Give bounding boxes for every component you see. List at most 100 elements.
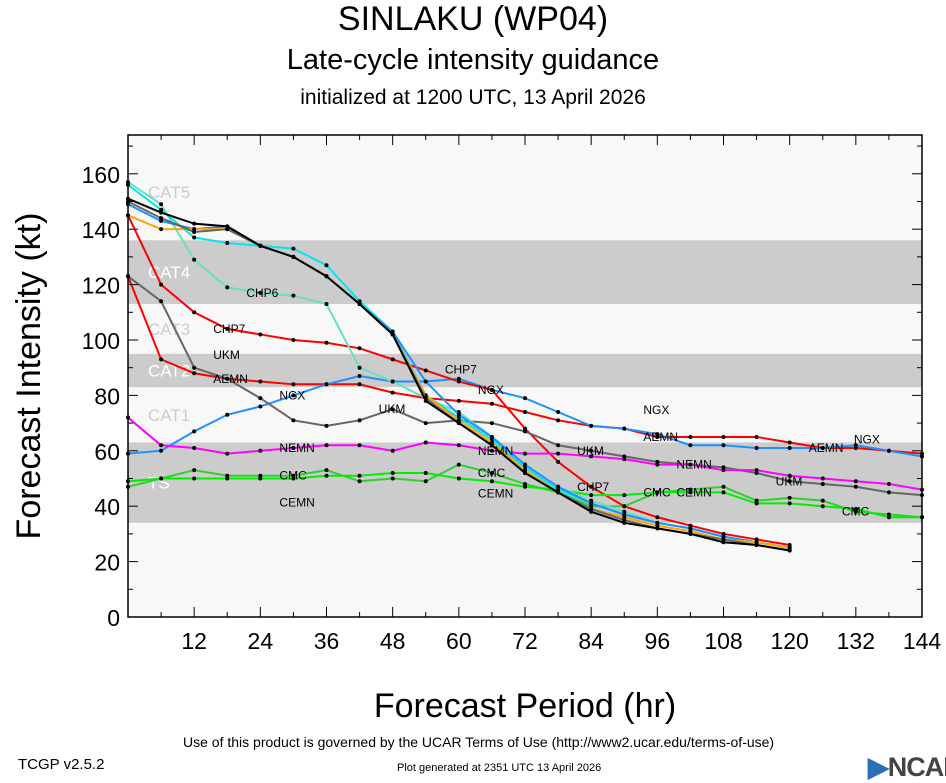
- data-point: [489, 448, 494, 453]
- data-point: [192, 365, 197, 370]
- data-point: [258, 332, 263, 337]
- data-point: [423, 368, 428, 373]
- series-label: NEMN: [478, 444, 513, 458]
- data-point: [456, 379, 461, 384]
- band-label: CAT2: [148, 361, 190, 380]
- data-point: [721, 443, 726, 448]
- data-point: [456, 398, 461, 403]
- data-point: [688, 487, 693, 492]
- data-point: [556, 418, 561, 423]
- data-point: [688, 526, 693, 531]
- data-point: [688, 434, 693, 439]
- data-point: [291, 418, 296, 423]
- x-tick-label: 96: [645, 628, 671, 654]
- y-tick-label: 140: [82, 217, 120, 243]
- data-point: [523, 426, 527, 431]
- ncar-logo: ▶NCAR: [868, 752, 946, 782]
- data-point: [523, 462, 527, 467]
- data-point: [291, 473, 296, 478]
- series-label: CHP7: [445, 363, 477, 377]
- y-tick-label: 120: [82, 273, 120, 299]
- data-point: [523, 429, 527, 434]
- band-cat3: [128, 306, 922, 352]
- x-tick-label: 120: [770, 628, 808, 654]
- data-point: [721, 468, 726, 473]
- data-point: [886, 512, 891, 517]
- data-point: [225, 376, 230, 381]
- data-point: [820, 446, 825, 451]
- data-point: [787, 440, 792, 445]
- data-point: [622, 515, 627, 520]
- series-label: CMC: [478, 466, 506, 480]
- data-point: [291, 446, 296, 451]
- data-point: [258, 290, 263, 295]
- data-point: [291, 293, 296, 298]
- data-point: [820, 504, 825, 509]
- data-point: [192, 468, 197, 473]
- data-point: [357, 301, 362, 306]
- data-point: [688, 523, 693, 528]
- series-label: NEMN: [676, 458, 711, 472]
- x-tick-label: 24: [248, 628, 274, 654]
- data-point: [556, 443, 561, 448]
- data-point: [357, 479, 362, 484]
- data-point: [357, 473, 362, 478]
- data-point: [787, 501, 792, 506]
- data-point: [754, 540, 759, 545]
- x-tick-label: 36: [314, 628, 340, 654]
- data-point: [192, 227, 197, 232]
- data-point: [787, 548, 792, 553]
- data-point: [820, 482, 825, 487]
- data-point: [423, 379, 428, 384]
- data-point: [688, 531, 693, 536]
- data-point: [159, 216, 164, 221]
- data-point: [754, 537, 759, 542]
- data-point: [192, 235, 197, 240]
- data-point: [655, 526, 660, 531]
- series-label: CMC: [842, 505, 870, 519]
- data-point: [159, 282, 164, 287]
- data-point: [721, 434, 726, 439]
- data-point: [390, 357, 395, 362]
- band-label: CAT1: [148, 406, 190, 425]
- data-point: [324, 263, 329, 268]
- series-label: NGX: [643, 403, 669, 417]
- data-point: [390, 407, 395, 412]
- data-point: [556, 459, 561, 464]
- data-point: [390, 448, 395, 453]
- data-point: [258, 404, 263, 409]
- data-point: [622, 457, 627, 462]
- data-point: [523, 482, 527, 487]
- data-point: [655, 459, 660, 464]
- data-point: [192, 446, 197, 451]
- data-point: [754, 542, 759, 547]
- data-point: [853, 506, 858, 511]
- series-label: UKM: [379, 402, 406, 416]
- data-point: [721, 484, 726, 489]
- data-point: [721, 490, 726, 495]
- data-point: [489, 434, 494, 439]
- init-time: initialized at 1200 UTC, 13 April 2026: [300, 86, 646, 109]
- x-tick-label: 12: [181, 628, 207, 654]
- x-tick-label: 60: [446, 628, 472, 654]
- series-label: CEMN: [676, 485, 711, 499]
- data-point: [225, 476, 230, 481]
- version-label: TCGP v2.5.2: [18, 756, 105, 773]
- data-point: [192, 429, 197, 434]
- data-point: [225, 227, 230, 232]
- data-point: [456, 376, 461, 381]
- data-point: [225, 224, 230, 229]
- data-point: [853, 446, 858, 451]
- data-point: [159, 299, 164, 304]
- data-point: [159, 443, 164, 448]
- x-tick-label: 72: [512, 628, 538, 654]
- data-point: [787, 446, 792, 451]
- data-point: [225, 285, 230, 290]
- data-point: [225, 326, 230, 331]
- data-point: [589, 484, 594, 489]
- data-point: [324, 274, 329, 279]
- data-point: [655, 520, 660, 525]
- data-point: [159, 210, 164, 215]
- data-point: [192, 221, 197, 226]
